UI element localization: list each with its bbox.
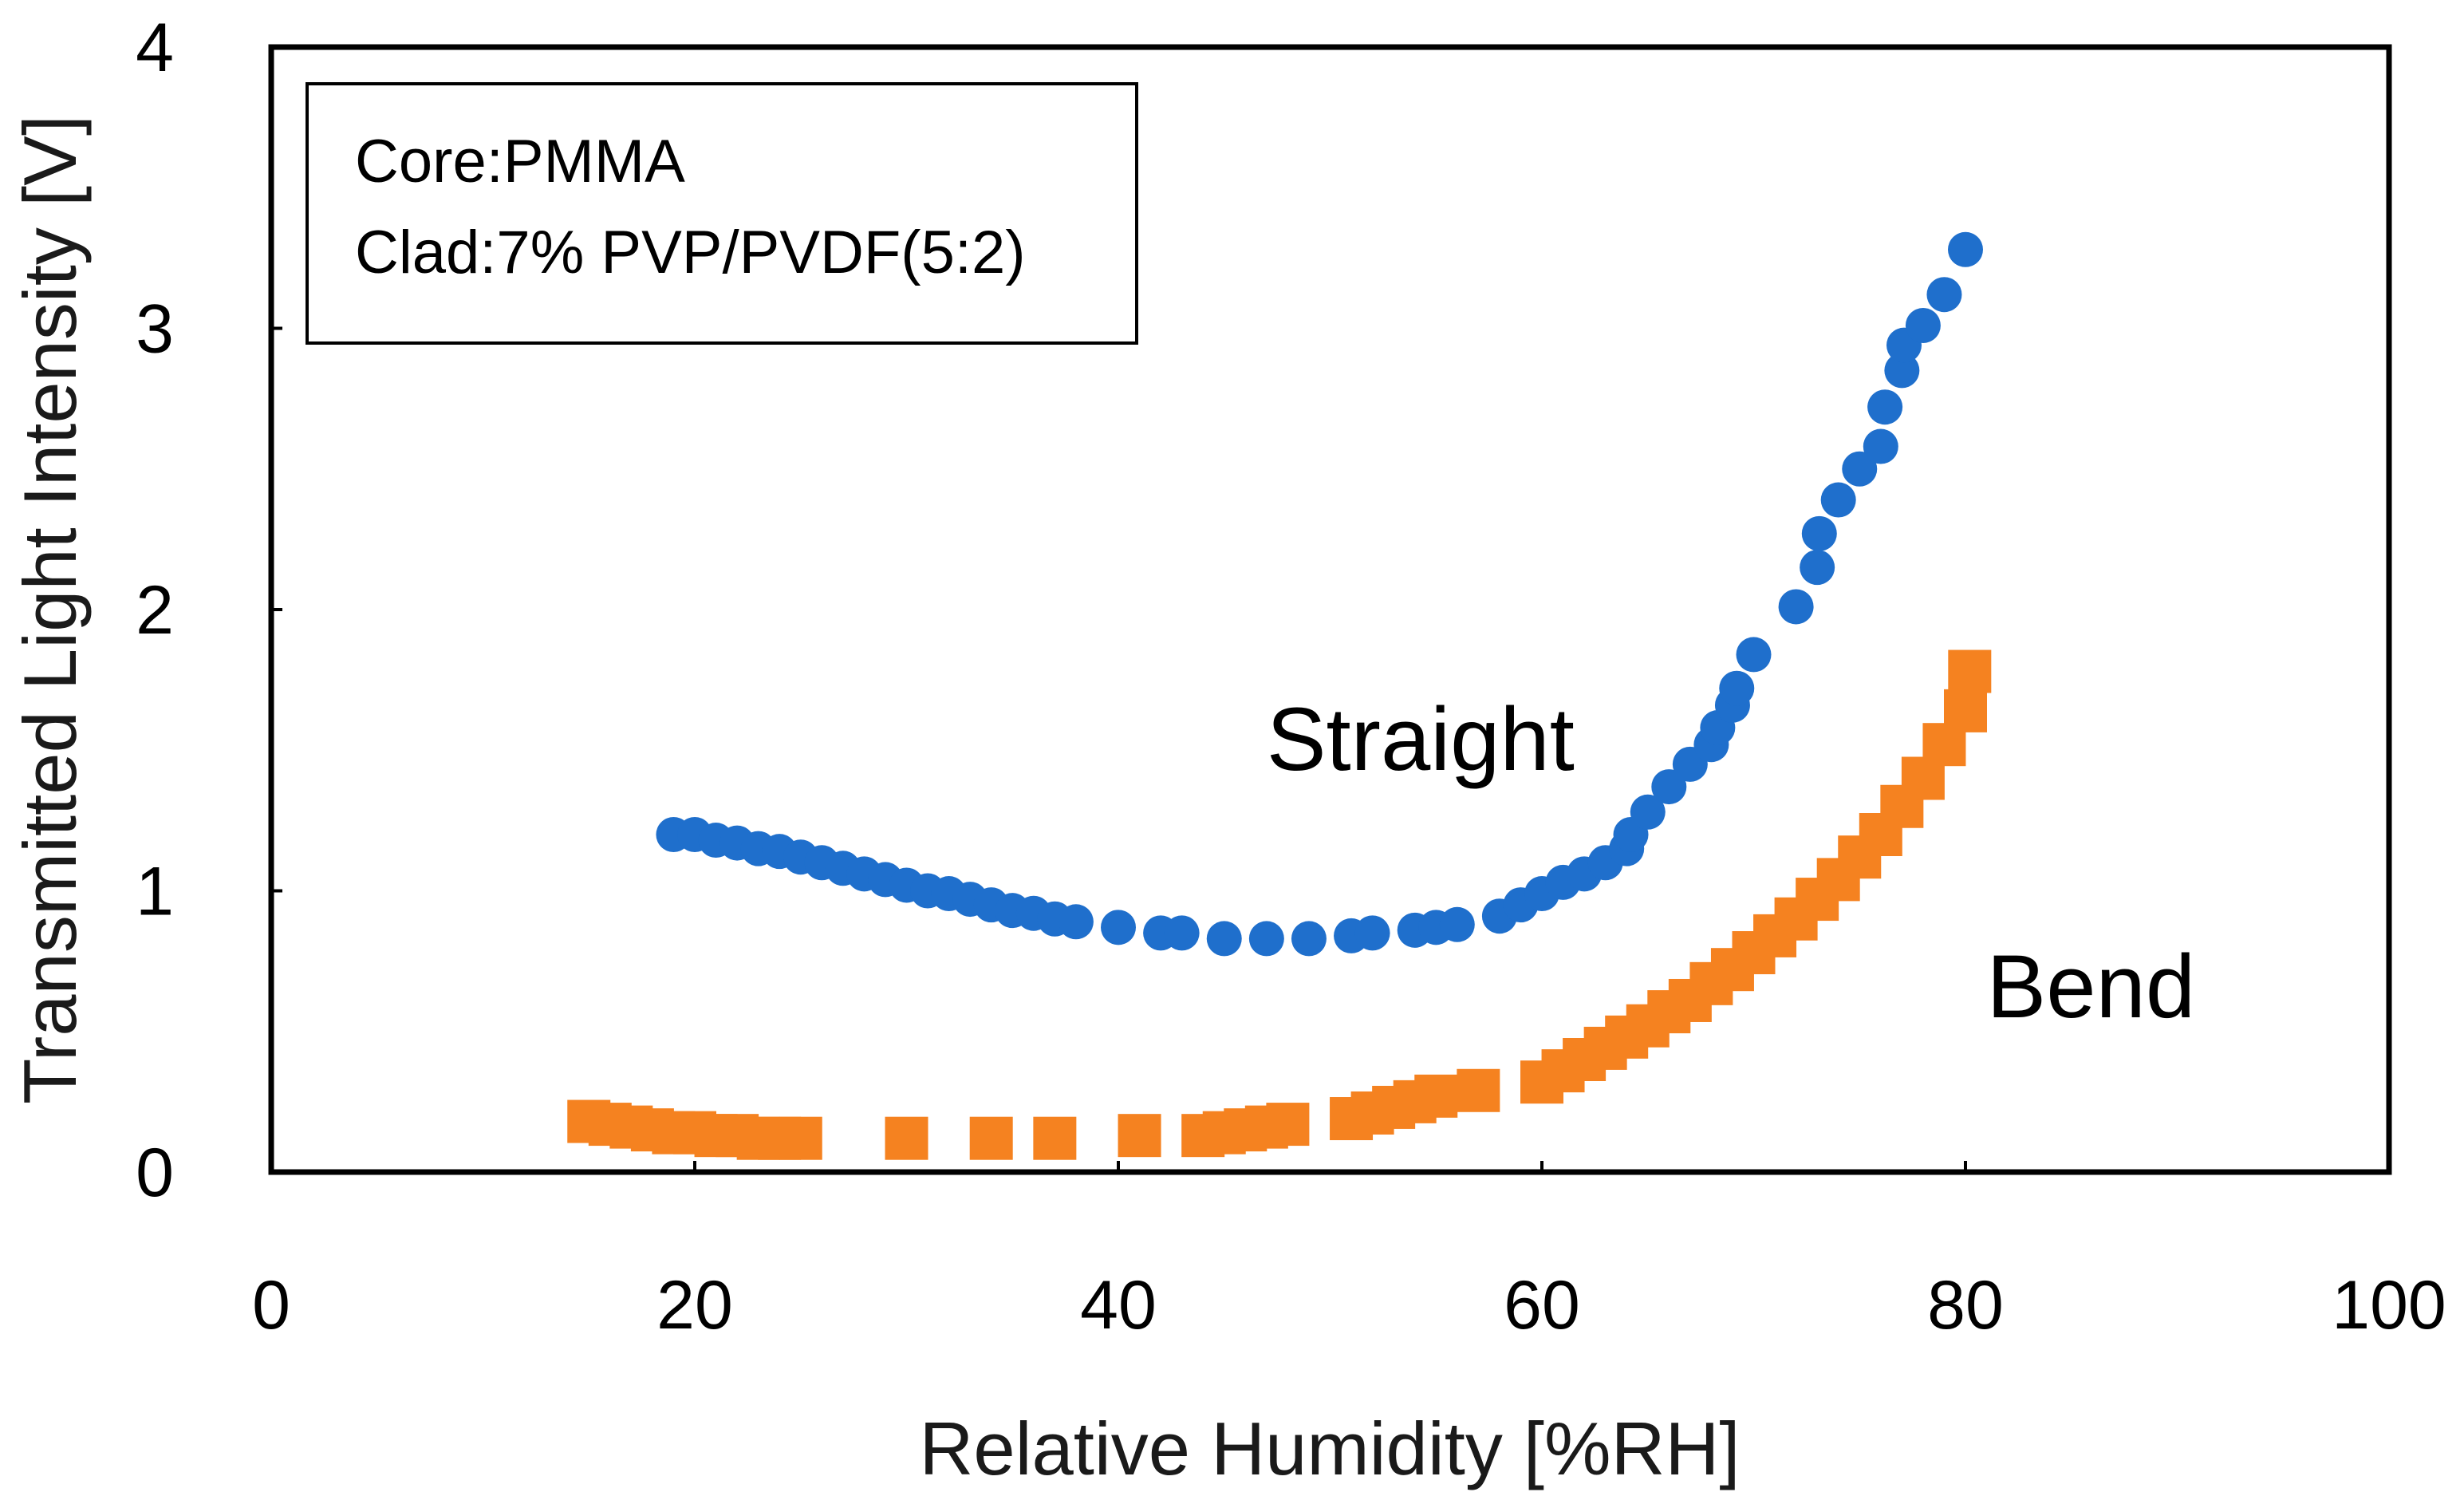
info-box: Core:PMMA Clad:7% PVP/PVDF(5:2): [306, 82, 1138, 345]
data-point-straight: [1842, 451, 1878, 487]
data-point-straight: [1926, 277, 1962, 313]
data-point-straight: [1058, 904, 1094, 940]
data-point-straight: [1719, 670, 1755, 706]
data-point-straight: [1820, 482, 1856, 518]
series-straight: [656, 231, 1983, 957]
data-point-bend: [1948, 649, 1992, 693]
info-box-line-1: Core:PMMA: [355, 128, 685, 195]
data-point-straight: [1863, 428, 1898, 464]
data-point-bend: [885, 1116, 928, 1160]
data-point-straight: [1164, 915, 1200, 951]
y-tick-label: 0: [136, 1135, 174, 1211]
y-tick-label: 2: [136, 572, 174, 649]
x-axis-title: Relative Humidity [%RH]: [919, 1407, 1740, 1490]
data-point-straight: [1736, 637, 1772, 673]
data-point-straight: [1800, 550, 1835, 586]
data-point-straight: [1291, 921, 1327, 957]
data-point-bend: [1414, 1074, 1458, 1118]
data-point-straight: [1884, 353, 1920, 389]
data-point-bend: [1118, 1114, 1161, 1158]
data-point-straight: [1630, 794, 1666, 830]
series-layer: [567, 231, 1992, 1160]
data-point-straight: [1867, 389, 1903, 425]
series-label-bend: Bend: [1987, 937, 2196, 1036]
y-tick-label: 1: [136, 854, 174, 930]
series-label-straight: Straight: [1267, 689, 1575, 789]
data-point-bend: [1944, 689, 1987, 732]
y-axis-title: Transmitted Light Intensity [V]: [8, 115, 92, 1104]
info-box-frame: [306, 82, 1138, 345]
annotation-layer: Straight Bend: [1267, 689, 2195, 1036]
y-tick-label: 3: [136, 291, 174, 368]
y-tick-label: 4: [136, 10, 174, 86]
data-point-straight: [1101, 910, 1136, 945]
data-point-bend: [1266, 1103, 1310, 1147]
x-tick-label: 60: [1504, 1267, 1580, 1344]
data-point-straight: [1948, 231, 1983, 267]
data-point-straight: [1651, 769, 1687, 805]
data-point-straight: [1801, 515, 1837, 551]
info-box-line-2: Clad:7% PVP/PVDF(5:2): [355, 219, 1026, 286]
tick-layer: 0 20 40 60 80 100 0 1 2 3 4: [136, 10, 2446, 1344]
data-point-bend: [1457, 1068, 1500, 1112]
x-tick-label: 0: [252, 1267, 290, 1344]
data-point-straight: [1778, 589, 1814, 625]
data-point-straight: [1354, 915, 1390, 951]
data-point-straight: [1905, 307, 1941, 343]
data-point-straight: [1206, 921, 1242, 957]
x-tick-label: 40: [1080, 1267, 1157, 1344]
x-tick-label: 80: [1927, 1267, 2004, 1344]
data-point-bend: [969, 1116, 1013, 1160]
data-point-straight: [1248, 921, 1284, 957]
data-point-bend: [779, 1116, 822, 1160]
data-point-bend: [1033, 1116, 1077, 1160]
x-tick-label: 20: [656, 1267, 733, 1344]
x-tick-label: 100: [2332, 1267, 2446, 1344]
data-point-straight: [1439, 906, 1475, 942]
series-bend: [567, 649, 1992, 1160]
